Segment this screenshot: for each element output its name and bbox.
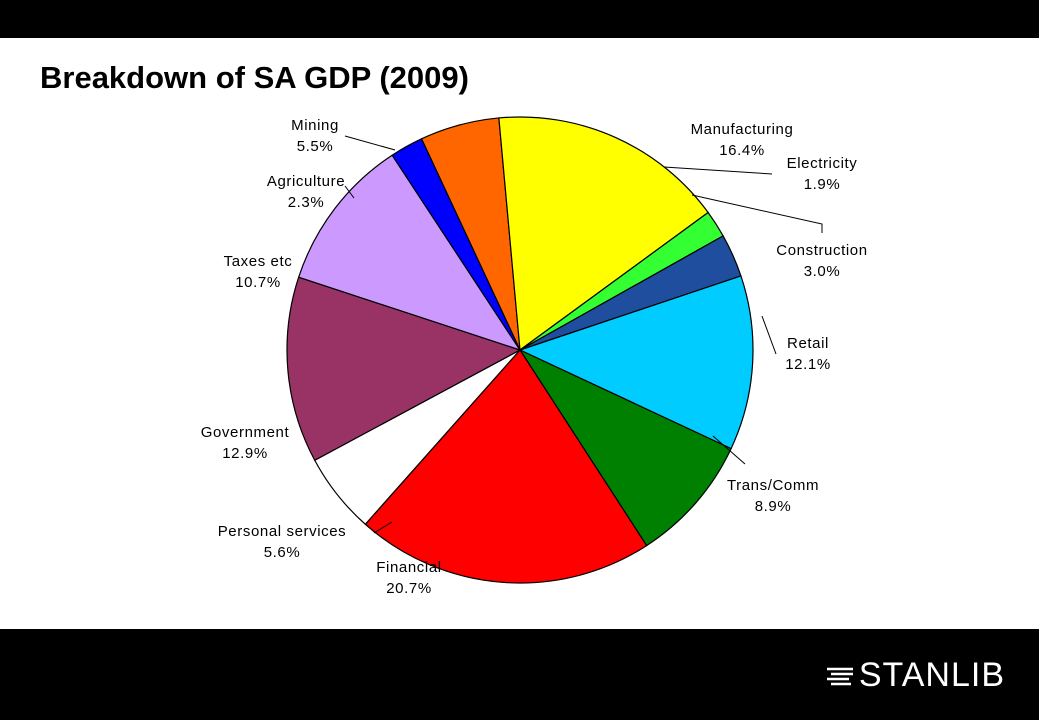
pie-slice-manufacturing xyxy=(498,116,709,352)
slice-label: Mining xyxy=(291,117,339,134)
pie-chart: Mining 5.5% Manufacturing 16.4% Electricity 1… xyxy=(201,116,867,597)
slice-value-label: 10.7% xyxy=(235,274,281,291)
leader-line xyxy=(761,315,777,355)
slice-value-label: 16.4% xyxy=(719,142,765,159)
leader-line xyxy=(663,166,773,175)
leader-line xyxy=(373,521,393,534)
footer-bar: STANLIB xyxy=(0,629,1039,720)
leader-line xyxy=(712,435,746,465)
slice-value-label: 1.9% xyxy=(804,176,841,193)
slice-label: Retail xyxy=(787,335,829,352)
slice-value-label: 5.5% xyxy=(297,138,334,155)
slice-label: Personal services xyxy=(218,523,347,540)
slice-label: Trans/Comm xyxy=(727,477,819,494)
logo-text: STANLIB xyxy=(858,656,1005,694)
slice-label: Government xyxy=(201,424,290,441)
pie-slice-taxes-etc xyxy=(297,154,522,352)
slice-value-label: 3.0% xyxy=(804,263,841,280)
leader-line xyxy=(344,135,396,151)
slice-value-label: 12.9% xyxy=(222,445,268,462)
leader-lines xyxy=(344,135,823,534)
slice-label: Agriculture xyxy=(267,173,345,190)
slice-label: Taxes etc xyxy=(224,253,293,270)
slice-label: Financial xyxy=(376,559,441,576)
slice-value-label: 12.1% xyxy=(785,356,831,373)
pie-slices xyxy=(286,116,754,584)
logo-mark-icon xyxy=(826,667,853,685)
slice-value-label: 5.6% xyxy=(264,544,301,561)
pie-slice-trans-comm xyxy=(518,348,732,547)
leader-line xyxy=(344,185,355,199)
slide-content: Breakdown of SA GDP (2009) Mining 5.5% Man… xyxy=(0,38,1039,629)
leader-line xyxy=(691,194,823,233)
pie-slice-retail xyxy=(518,275,754,450)
stanlib-logo: STANLIB xyxy=(825,656,1005,695)
pie-slice-financial xyxy=(364,349,648,584)
slice-label: Electricity xyxy=(787,155,858,172)
slice-labels: Mining 5.5% Manufacturing 16.4% Electricity 1… xyxy=(201,117,867,597)
slice-value-label: 8.9% xyxy=(755,498,792,515)
slice-label: Construction xyxy=(776,242,867,259)
slice-value-label: 2.3% xyxy=(288,194,325,211)
slide-title: Breakdown of SA GDP (2009) xyxy=(40,60,469,95)
pie-slice-agriculture xyxy=(391,138,521,351)
slice-value-label: 20.7% xyxy=(386,580,432,597)
top-bar xyxy=(0,0,1039,38)
pie-slice-government xyxy=(286,276,522,462)
slice-label: Manufacturing xyxy=(691,121,794,138)
